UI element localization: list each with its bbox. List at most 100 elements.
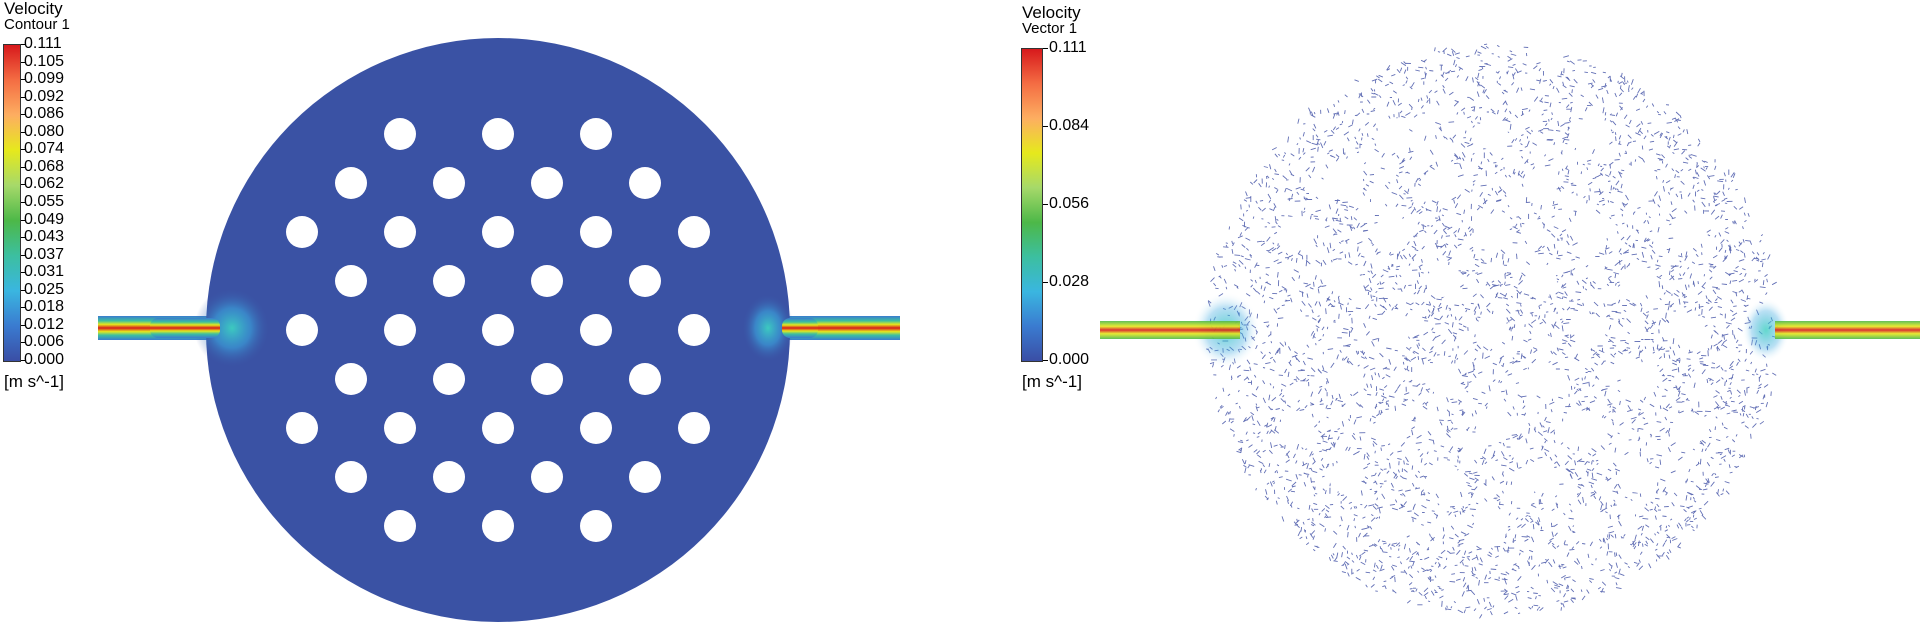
hole xyxy=(1476,118,1508,150)
colorbar-tick-mark xyxy=(21,272,26,274)
hole xyxy=(1525,265,1557,297)
hole xyxy=(531,363,563,395)
colorbar-tick-mark xyxy=(21,237,26,239)
outlet-jet-core xyxy=(782,318,818,338)
colorbar-tick-mark xyxy=(21,360,26,361)
hole xyxy=(1574,314,1606,346)
contour-plot xyxy=(98,38,900,622)
hole xyxy=(1476,314,1508,346)
hole xyxy=(1329,265,1361,297)
hole xyxy=(1574,216,1606,248)
hole xyxy=(1427,363,1459,395)
hole xyxy=(1427,167,1459,199)
colorbar-tick-label: 0.043 xyxy=(24,228,65,246)
hole xyxy=(1525,461,1557,493)
hole xyxy=(1623,363,1655,395)
colorbar-tick-label: 0.031 xyxy=(24,263,65,281)
hole xyxy=(286,412,318,444)
legend-title: Velocity xyxy=(4,0,63,18)
colorbar-tick-mark xyxy=(21,61,26,63)
colorbar-tick-label: 0.018 xyxy=(24,298,65,316)
contour-panel: Velocity Contour 1 0.111 0.105 0.099 0.092 0… xyxy=(0,0,920,634)
hole xyxy=(482,510,514,542)
colorbar-tick-mark xyxy=(21,149,26,151)
hole xyxy=(629,363,661,395)
hole xyxy=(1672,314,1704,346)
legend-subtitle: Vector 1 xyxy=(1022,20,1078,37)
colorbar-tick-label: 0.074 xyxy=(24,140,65,158)
colorbar xyxy=(3,44,21,362)
colorbar-tick-label: 0.055 xyxy=(24,193,65,210)
colorbar-tick-label: 0.111 xyxy=(1049,39,1087,56)
hole xyxy=(335,363,367,395)
colorbar-tick-mark xyxy=(21,184,26,186)
colorbar-tick-mark xyxy=(21,44,26,45)
colorbar-tick-mark xyxy=(21,166,26,168)
colorbar-tick-label: 0.105 xyxy=(24,52,65,70)
hole xyxy=(482,412,514,444)
colorbar-tick-mark xyxy=(1043,204,1048,205)
vector-domain xyxy=(1100,43,1920,619)
legend-subtitle: Contour 1 xyxy=(4,16,70,33)
hole xyxy=(678,412,710,444)
unit-label: [m s^-1] xyxy=(1022,372,1082,391)
hole xyxy=(1623,461,1655,493)
hole xyxy=(1427,461,1459,493)
hole xyxy=(384,118,416,150)
colorbar-tick-mark xyxy=(21,79,26,81)
hole xyxy=(1476,510,1508,542)
colorbar-tick-mark xyxy=(21,219,26,221)
hole xyxy=(1476,412,1508,444)
inlet-jet-core xyxy=(150,318,220,338)
outlet-jet-glow xyxy=(1742,298,1790,362)
hole xyxy=(384,216,416,248)
hole xyxy=(1476,216,1508,248)
contour-domain xyxy=(98,38,900,622)
hole xyxy=(1378,510,1410,542)
colorbar-tick-label: 0.025 xyxy=(24,280,65,298)
unit-label: [m s^-1] xyxy=(4,372,64,391)
hole xyxy=(1378,314,1410,346)
colorbar-tick-mark xyxy=(21,96,26,98)
hole xyxy=(1525,167,1557,199)
hole xyxy=(433,363,465,395)
colorbar-tick-mark xyxy=(21,202,26,203)
colorbar-tick-label: 0.080 xyxy=(24,122,65,140)
colorbar-tick-label: 0.006 xyxy=(24,333,65,351)
hole xyxy=(1329,461,1361,493)
outlet-jet-glow xyxy=(742,294,794,362)
hole xyxy=(1280,216,1312,248)
hole xyxy=(1574,118,1606,150)
hole xyxy=(1280,412,1312,444)
colorbar-tick-mark xyxy=(1043,282,1048,283)
hole xyxy=(433,167,465,199)
vector-plot xyxy=(1100,43,1920,619)
colorbar-tick-mark xyxy=(21,342,26,344)
hole xyxy=(1672,216,1704,248)
hole xyxy=(1378,412,1410,444)
colorbar-tick-mark xyxy=(1043,360,1048,361)
hole xyxy=(384,412,416,444)
hole xyxy=(1525,363,1557,395)
hole xyxy=(1574,510,1606,542)
colorbar-tick-mark xyxy=(21,324,26,326)
colorbar-tick-mark xyxy=(21,254,26,256)
colorbar-tick-label: 0.028 xyxy=(1049,273,1090,290)
hole xyxy=(580,510,612,542)
hole xyxy=(286,216,318,248)
hole xyxy=(335,265,367,297)
hole xyxy=(335,167,367,199)
colorbar-tick-mark xyxy=(21,114,26,116)
hole xyxy=(1378,118,1410,150)
colorbar-tick-label: 0.084 xyxy=(1049,117,1090,134)
hole xyxy=(580,314,612,346)
hole xyxy=(384,510,416,542)
colorbar-tick-label: 0.049 xyxy=(24,210,65,228)
hole xyxy=(433,461,465,493)
hole xyxy=(1378,216,1410,248)
colorbar-tick-mark xyxy=(21,131,26,133)
hole xyxy=(580,412,612,444)
hole xyxy=(580,118,612,150)
hole xyxy=(629,265,661,297)
hole xyxy=(629,167,661,199)
